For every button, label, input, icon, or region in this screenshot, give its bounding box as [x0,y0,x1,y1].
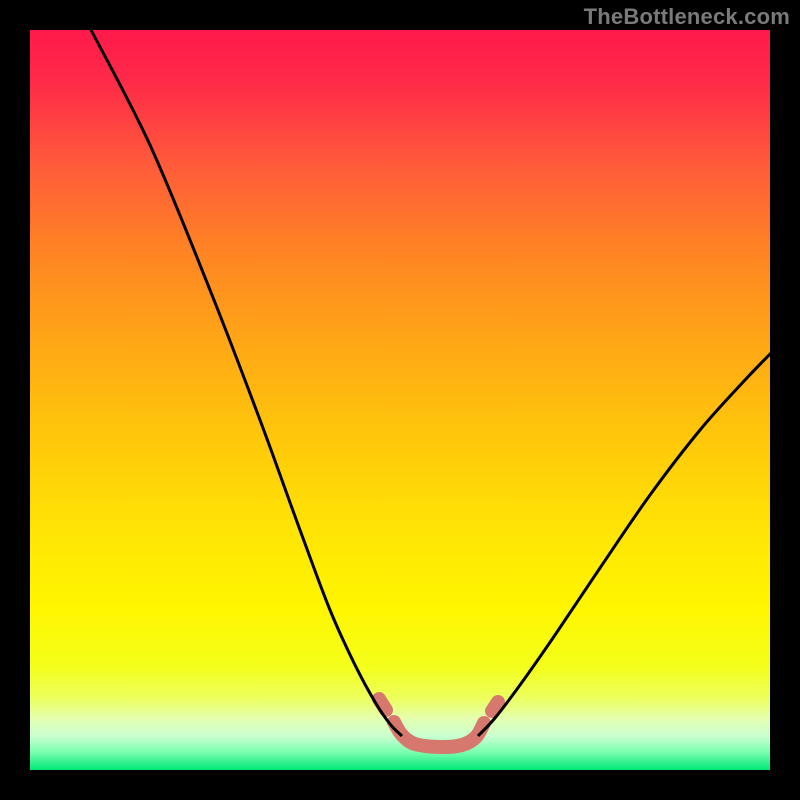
chart-background [0,0,800,800]
watermark-text: TheBottleneck.com [584,4,790,30]
bottleneck-chart: TheBottleneck.com [0,0,800,800]
plot-area [30,30,770,770]
